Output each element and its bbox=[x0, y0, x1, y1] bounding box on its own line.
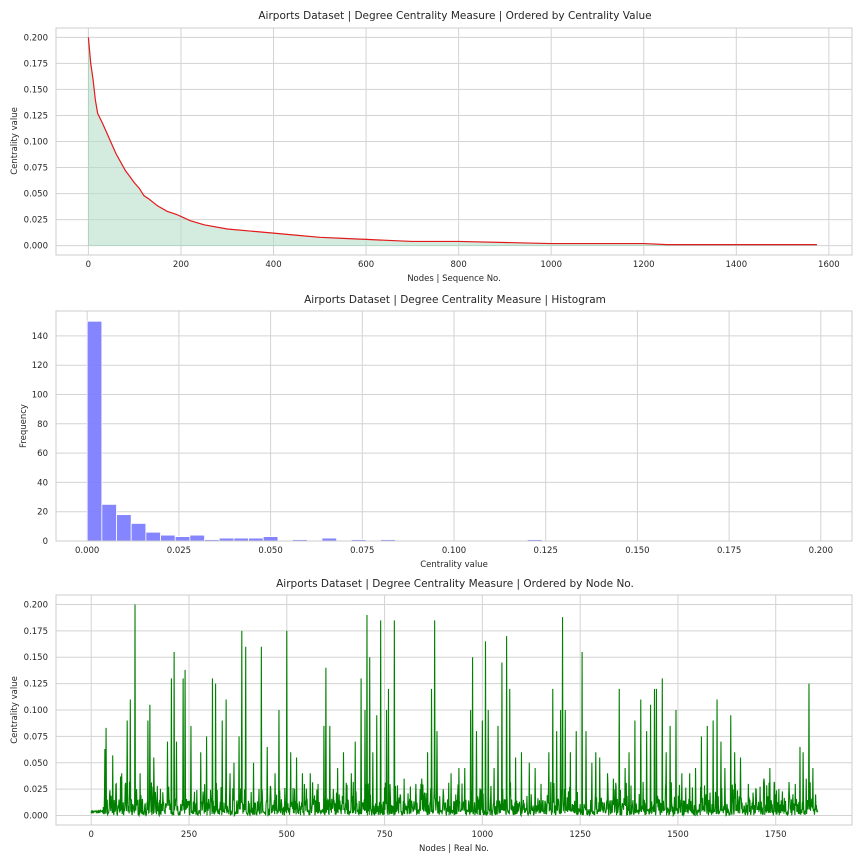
y-tick-label: 0.125 bbox=[24, 680, 48, 690]
y-axis-label: Centrality value bbox=[10, 676, 20, 744]
chart-title: Airports Dataset | Degree Centrality Mea… bbox=[276, 578, 634, 590]
y-axis-label: Frequency bbox=[19, 404, 29, 448]
node-order-chart: Airports Dataset | Degree Centrality Mea… bbox=[10, 578, 853, 854]
y-tick-label: 0.200 bbox=[24, 33, 48, 43]
y-tick-label: 0.075 bbox=[24, 732, 48, 742]
x-tick-label: 0.100 bbox=[442, 546, 466, 556]
histogram-bar bbox=[174, 536, 191, 542]
x-tick-label: 0.025 bbox=[167, 546, 191, 556]
y-axis-label: Centrality value bbox=[10, 107, 20, 175]
y-tick-label: 100 bbox=[32, 391, 48, 401]
y-tick-label: 60 bbox=[37, 449, 48, 459]
x-axis-ticks: 0 250 500 750 1000 1250 1500 1750 bbox=[88, 830, 786, 840]
chart-title: Airports Dataset | Degree Centrality Mea… bbox=[304, 294, 606, 306]
x-tick-label: 1600 bbox=[818, 260, 840, 270]
grid bbox=[56, 311, 852, 542]
x-tick-label: 0 bbox=[86, 260, 91, 270]
plot-frame bbox=[55, 310, 853, 542]
y-tick-label: 0.050 bbox=[24, 759, 48, 769]
y-tick-label: 120 bbox=[32, 361, 48, 371]
histogram-bar bbox=[189, 534, 205, 542]
y-tick-label: 0.000 bbox=[24, 812, 48, 822]
centrality-line bbox=[90, 604, 819, 818]
histogram-bar bbox=[145, 531, 161, 542]
x-axis-label: Nodes | Sequence No. bbox=[407, 274, 501, 284]
y-tick-label: 20 bbox=[37, 508, 48, 518]
x-axis-label: Centrality value bbox=[420, 560, 488, 570]
y-tick-label: 140 bbox=[32, 332, 48, 342]
y-tick-label: 0 bbox=[43, 537, 48, 547]
x-tick-label: 0.000 bbox=[75, 546, 99, 556]
y-tick-label: 0.150 bbox=[24, 85, 48, 95]
y-tick-label: 0.025 bbox=[24, 785, 48, 795]
y-tick-label: 0.175 bbox=[24, 59, 48, 69]
histogram-bar bbox=[130, 523, 147, 542]
histogram-bar bbox=[116, 514, 132, 542]
y-tick-label: 0.175 bbox=[24, 627, 48, 637]
x-tick-label: 250 bbox=[181, 830, 197, 840]
x-tick-label: 200 bbox=[173, 260, 189, 270]
x-tick-label: 600 bbox=[358, 260, 374, 270]
y-axis-ticks: 0.000 0.025 0.050 0.075 0.100 0.125 0.150 0.175… bbox=[24, 33, 48, 251]
chart-title: Airports Dataset | Degree Centrality Mea… bbox=[258, 10, 651, 22]
histogram-bar bbox=[86, 320, 103, 542]
x-tick-label: 0.200 bbox=[809, 546, 833, 556]
ordered-centrality-chart: Airports Dataset | Degree Centrality Mea… bbox=[10, 10, 853, 284]
x-tick-label: 1000 bbox=[472, 830, 494, 840]
y-axis-ticks: 0.000 0.025 0.050 0.075 0.100 0.125 0.150 0.175… bbox=[24, 600, 48, 821]
x-tick-label: 1500 bbox=[667, 830, 689, 840]
x-tick-label: 400 bbox=[265, 260, 281, 270]
x-tick-label: 500 bbox=[279, 830, 295, 840]
x-tick-label: 0 bbox=[88, 830, 93, 840]
y-tick-label: 0.100 bbox=[24, 138, 48, 148]
y-tick-label: 0.050 bbox=[24, 190, 48, 200]
x-tick-label: 1250 bbox=[569, 830, 591, 840]
y-tick-label: 0.000 bbox=[24, 242, 48, 252]
x-tick-label: 800 bbox=[451, 260, 467, 270]
y-tick-label: 0.100 bbox=[24, 706, 48, 716]
histogram-bar bbox=[262, 536, 279, 542]
x-axis-ticks: 0.000 0.025 0.050 0.075 0.100 0.125 0.150 0.175… bbox=[75, 546, 833, 556]
x-tick-label: 1400 bbox=[725, 260, 747, 270]
histogram-bar bbox=[101, 503, 117, 542]
x-tick-label: 0.175 bbox=[717, 546, 741, 556]
y-tick-label: 0.025 bbox=[24, 216, 48, 226]
histogram-chart: Airports Dataset | Degree Centrality Mea… bbox=[19, 294, 853, 570]
plot-frame bbox=[55, 27, 853, 256]
x-tick-label: 1200 bbox=[633, 260, 655, 270]
centrality-line bbox=[87, 37, 817, 246]
x-tick-label: 750 bbox=[376, 830, 392, 840]
x-tick-label: 0.075 bbox=[350, 546, 374, 556]
x-tick-label: 0.125 bbox=[534, 546, 558, 556]
y-tick-label: 0.125 bbox=[24, 111, 48, 121]
y-tick-label: 40 bbox=[37, 478, 48, 488]
y-axis-ticks: 0 20 40 60 80 100 120 140 bbox=[32, 332, 48, 547]
histogram-bars bbox=[86, 320, 543, 542]
y-tick-label: 80 bbox=[37, 420, 48, 430]
x-tick-label: 0.150 bbox=[625, 546, 649, 556]
x-tick-label: 0.050 bbox=[258, 546, 282, 556]
x-tick-label: 1000 bbox=[540, 260, 562, 270]
x-axis-ticks: 0 200 400 600 800 1000 1200 1400 1600 bbox=[86, 260, 840, 270]
histogram-bar bbox=[160, 534, 176, 542]
x-axis-label: Nodes | Real No. bbox=[419, 844, 489, 854]
x-tick-label: 1750 bbox=[765, 830, 787, 840]
y-tick-label: 0.075 bbox=[24, 164, 48, 174]
plot-frame bbox=[55, 594, 853, 826]
y-tick-label: 0.200 bbox=[24, 600, 48, 610]
y-tick-label: 0.150 bbox=[24, 653, 48, 663]
